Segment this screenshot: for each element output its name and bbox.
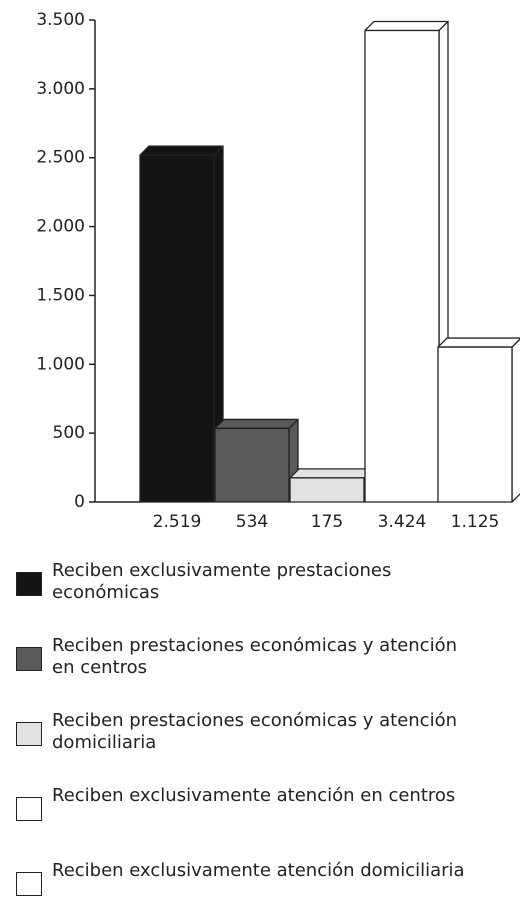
legend-swatch xyxy=(16,572,42,596)
legend: Reciben exclusivamente prestaciones econ… xyxy=(0,560,520,912)
legend-item: Reciben exclusivamente atención en centr… xyxy=(0,785,520,860)
legend-item: Reciben prestaciones económicas y atenci… xyxy=(0,635,520,710)
legend-label: Reciben exclusivamente atención en centr… xyxy=(52,785,456,806)
y-tick-label: 0 xyxy=(74,492,85,512)
legend-label: Reciben exclusivamente atención domicili… xyxy=(52,860,465,881)
legend-swatch xyxy=(16,797,42,821)
value-label: 1.125 xyxy=(451,512,500,532)
legend-label: Reciben prestaciones económicas y atenci… xyxy=(52,710,457,753)
legend-label: Reciben exclusivamente prestaciones econ… xyxy=(52,560,392,603)
y-tick-label: 500 xyxy=(53,423,85,443)
legend-item: Reciben prestaciones económicas y atenci… xyxy=(0,710,520,785)
legend-swatch xyxy=(16,647,42,671)
legend-swatch xyxy=(16,722,42,746)
y-tick-label: 1.000 xyxy=(36,354,85,374)
legend-item: Reciben exclusivamente prestaciones econ… xyxy=(0,560,520,635)
value-label: 2.519 xyxy=(153,512,202,532)
bar xyxy=(214,418,299,503)
chart: 0 500 1.000 1.500 2.000 2.500 3.000 3.500 2.519 5… xyxy=(36,10,520,532)
bar xyxy=(364,20,449,503)
y-tick-label: 1.500 xyxy=(36,285,85,305)
y-tick-label: 3.000 xyxy=(36,79,85,99)
value-label: 3.424 xyxy=(378,512,427,532)
y-tick-label: 2.500 xyxy=(36,148,85,168)
legend-swatch xyxy=(16,872,42,896)
y-tick-label: 3.500 xyxy=(36,10,85,30)
value-label: 175 xyxy=(311,512,343,532)
bar xyxy=(289,468,374,503)
bar xyxy=(437,337,520,503)
bar xyxy=(139,145,224,503)
y-tick-label: 2.000 xyxy=(36,217,85,237)
legend-item: Reciben exclusivamente atención domicili… xyxy=(0,860,520,912)
value-label: 534 xyxy=(236,512,268,532)
legend-label: Reciben prestaciones económicas y atenci… xyxy=(52,635,457,678)
